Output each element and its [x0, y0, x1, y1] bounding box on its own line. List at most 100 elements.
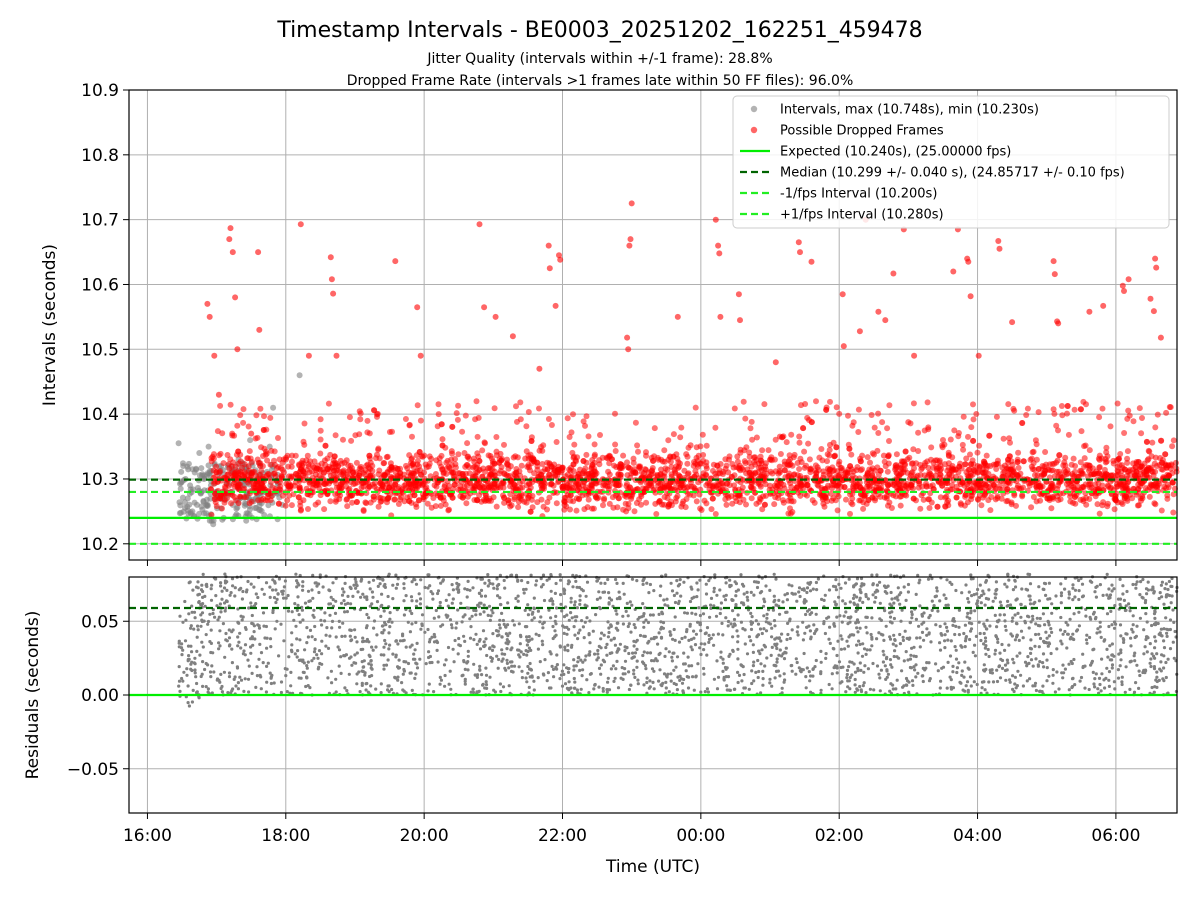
dropped-point [298, 466, 304, 473]
residual-point [615, 659, 619, 664]
residual-point [1063, 629, 1067, 634]
dropped-point [605, 468, 612, 475]
dropped-point [753, 434, 760, 441]
residual-point [339, 655, 343, 659]
dropped-point [924, 399, 931, 406]
dropped-point [779, 434, 786, 441]
dropped-point [312, 501, 319, 508]
dropped-point [264, 457, 271, 464]
dropped-point [301, 420, 308, 427]
residual-point [1119, 634, 1123, 638]
residual-point [1028, 677, 1032, 681]
top-y-tick-label: 10.9 [81, 81, 119, 101]
dropped-point [282, 502, 289, 509]
dropped-point [513, 469, 520, 476]
dropped-point [553, 500, 560, 507]
dropped-point [491, 480, 498, 487]
dropped-point [643, 449, 649, 456]
dropped-point [941, 441, 948, 448]
dropped-point [476, 221, 483, 228]
residual-point [418, 602, 422, 606]
residual-point [566, 670, 571, 675]
dropped-point [1050, 406, 1057, 413]
dropped-point [491, 405, 498, 412]
residual-point [1034, 632, 1038, 637]
dropped-point [1125, 276, 1132, 283]
dropped-point [915, 448, 922, 454]
dropped-point [524, 463, 531, 470]
residual-point [1088, 635, 1092, 640]
residual-point [1003, 668, 1008, 673]
dropped-point [691, 485, 698, 492]
dropped-point [553, 439, 560, 445]
residual-point [670, 589, 675, 593]
residual-point [210, 664, 214, 668]
residual-point [606, 680, 610, 684]
dropped-point [284, 452, 291, 459]
dropped-point [882, 317, 889, 324]
residual-point [1162, 646, 1167, 650]
residual-point [579, 687, 583, 691]
dropped-point [643, 499, 650, 506]
residual-point [365, 612, 369, 617]
dropped-point [297, 221, 304, 228]
interval-point [191, 469, 198, 476]
dropped-point [955, 433, 962, 440]
dropped-point [837, 464, 844, 471]
residual-point [762, 614, 766, 618]
dropped-point [665, 437, 672, 444]
chart-title: Timestamp Intervals - BE0003_20251202_16… [276, 18, 922, 43]
dropped-point [712, 424, 719, 431]
residual-point [1128, 687, 1132, 692]
dropped-point [700, 452, 707, 458]
dropped-point [752, 454, 759, 461]
residual-point [1119, 658, 1123, 662]
dropped-point [559, 483, 566, 490]
dropped-point [581, 506, 588, 513]
dropped-point [436, 460, 443, 466]
residual-point [553, 629, 557, 633]
residual-point [219, 581, 223, 585]
dropped-point [561, 494, 568, 501]
dropped-point [525, 452, 532, 459]
dropped-point [856, 497, 863, 504]
residual-point [233, 594, 237, 598]
residual-point [437, 615, 441, 619]
interval-point [175, 440, 182, 447]
dropped-point [352, 432, 359, 439]
dropped-point [601, 496, 607, 503]
residual-point [1094, 672, 1098, 676]
residual-point [273, 627, 277, 631]
dropped-point [717, 313, 724, 320]
dropped-point [1119, 501, 1126, 507]
residual-point [942, 593, 946, 597]
dropped-point [224, 495, 230, 502]
dropped-point [247, 455, 254, 462]
residual-point [1000, 642, 1004, 647]
dropped-point [612, 410, 618, 417]
residual-point [349, 628, 353, 633]
residual-point [934, 594, 939, 598]
residual-point [828, 625, 832, 629]
dropped-point [454, 416, 461, 423]
dropped-point [884, 468, 891, 475]
dropped-point [289, 458, 295, 465]
dropped-point [513, 403, 519, 410]
dropped-point [752, 461, 759, 468]
dropped-point [481, 304, 488, 311]
residual-point [584, 594, 588, 598]
residual-point [960, 669, 964, 673]
dropped-point [771, 501, 778, 508]
dropped-point [1023, 412, 1030, 418]
dropped-point [850, 419, 857, 426]
dropped-point [703, 465, 710, 472]
residual-point [936, 669, 940, 673]
dropped-point [1077, 406, 1084, 413]
residual-point [963, 660, 967, 664]
residual-point [957, 661, 961, 665]
dropped-point [780, 499, 787, 506]
dropped-point [536, 365, 543, 372]
dropped-point [709, 495, 716, 502]
dropped-point [569, 449, 576, 456]
residual-point [756, 675, 760, 680]
